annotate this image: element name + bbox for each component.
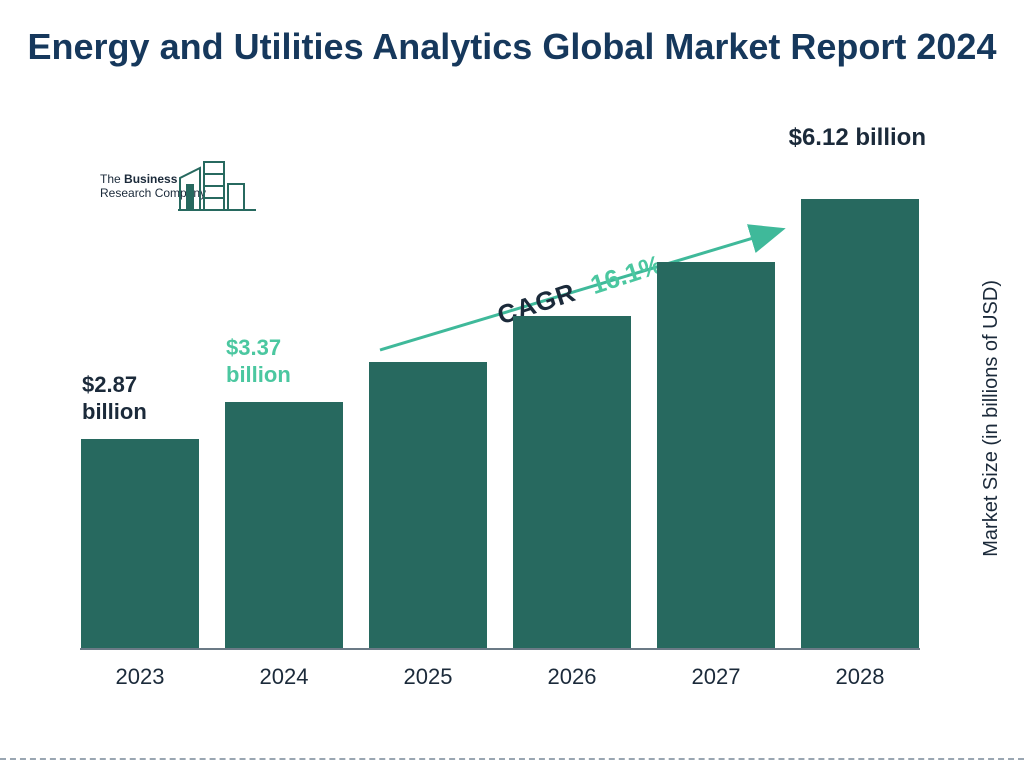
bar [513,316,631,650]
bar [369,362,487,650]
bar-slot [224,402,344,650]
chart-container: Energy and Utilities Analytics Global Ma… [0,0,1024,768]
final-value-label: $6.12 billion [789,124,926,152]
x-tick-label: 2028 [800,664,920,690]
bar-slot [800,199,920,650]
bar-slot [656,262,776,650]
bar-slot [80,439,200,650]
value-callout: $3.37billion [226,335,291,388]
bar-slot [368,362,488,650]
chart-title: Energy and Utilities Analytics Global Ma… [0,24,1024,69]
x-axis-baseline [80,648,920,650]
x-tick-label: 2023 [80,664,200,690]
x-tick-label: 2027 [656,664,776,690]
bar [801,199,919,650]
chart-plot-area: $6.12 billion CAGR 16.1% 202320242025202… [80,160,920,690]
y-axis-label: Market Size (in billions of USD) [980,280,1003,557]
value-callout: $2.87billion [82,372,147,425]
x-tick-label: 2025 [368,664,488,690]
bar [657,262,775,650]
bar [225,402,343,650]
bar-slot [512,316,632,650]
footer-dashed-line [0,758,1024,760]
bar [81,439,199,650]
x-tick-label: 2026 [512,664,632,690]
bars-row [80,160,920,650]
x-tick-label: 2024 [224,664,344,690]
